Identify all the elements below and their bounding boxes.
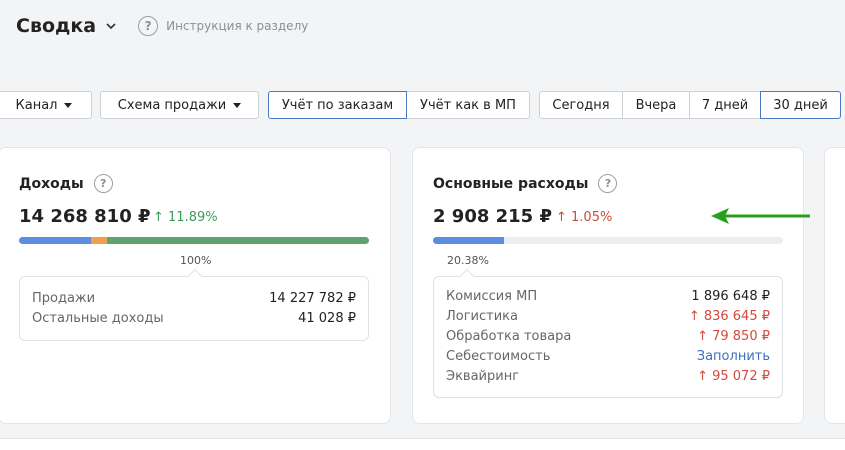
page-header: Сводка ? Инструкция к разделу: [0, 0, 845, 52]
income-percent: 100%: [180, 254, 212, 267]
row-label: Остальные доходы: [32, 311, 164, 326]
caret-down-icon: [233, 102, 242, 108]
row-value: ↑ 95 072 ₽: [697, 369, 770, 384]
breakdown-row: Себестоимость Заполнить: [434, 347, 782, 367]
period-30-days-label: 30 дней: [773, 97, 828, 113]
income-title: Доходы ?: [19, 174, 113, 193]
breakdown-row: Остальные доходы 41 028 ₽: [20, 309, 368, 329]
breakdown-row: Комиссия МП 1 896 648 ₽: [434, 287, 782, 307]
period-today-button[interactable]: Сегодня: [539, 91, 623, 119]
row-label: Обработка товара: [446, 329, 572, 344]
breakdown-row: Обработка товара ↑ 79 850 ₽: [434, 327, 782, 347]
expenses-progress-bar: [433, 237, 783, 244]
breakdown-notch: [187, 268, 203, 284]
row-value: ↑ 79 850 ₽: [697, 329, 770, 344]
period-7-days-button[interactable]: 7 дней: [689, 91, 761, 119]
sale-scheme-dropdown-label: Схема продажи: [117, 97, 227, 113]
income-bar-segment: [19, 237, 91, 244]
accounting-as-mp-button[interactable]: Учёт как в МП: [406, 91, 530, 119]
breakdown-row: Продажи 14 227 782 ₽: [20, 289, 368, 309]
expenses-title-text: Основные расходы: [433, 175, 589, 192]
expenses-breakdown: Комиссия МП 1 896 648 ₽ Логистика ↑ 836 …: [433, 268, 783, 398]
breakdown-notch: [459, 268, 475, 284]
row-label: Себестоимость: [446, 349, 551, 364]
breakdown-row: Логистика ↑ 836 645 ₽: [434, 307, 782, 327]
expenses-delta: ↑ 1.05%: [556, 210, 613, 225]
chevron-down-icon[interactable]: [104, 19, 118, 33]
period-yesterday-label: Вчера: [635, 97, 677, 113]
period-today-label: Сегодня: [552, 97, 610, 113]
help-icon[interactable]: ?: [93, 174, 113, 193]
next-section-partial: [0, 438, 845, 450]
channel-dropdown-label: Канал: [15, 97, 58, 113]
income-progress-bar: [19, 237, 369, 244]
expenses-percent: 20.38%: [447, 254, 489, 267]
help-icon[interactable]: ?: [138, 16, 159, 36]
period-7-days-label: 7 дней: [701, 97, 749, 113]
expenses-card: Основные расходы ? 2 908 215 ₽ ↑ 1.05% 2…: [412, 147, 804, 424]
row-label: Эквайринг: [446, 369, 520, 384]
expenses-progress-fill: [433, 237, 505, 244]
income-bar-segment: [90, 237, 107, 244]
income-card: Доходы ? 14 268 810 ₽ ↑ 11.89% 100% Прод…: [0, 147, 391, 424]
sale-scheme-dropdown[interactable]: Схема продажи: [100, 91, 259, 119]
period-yesterday-button[interactable]: Вчера: [622, 91, 690, 119]
income-breakdown: Продажи 14 227 782 ₽ Остальные доходы 41…: [19, 268, 369, 341]
row-value: 14 227 782 ₽: [269, 291, 356, 306]
annotation-arrow-icon: [711, 208, 810, 224]
row-value: 41 028 ₽: [298, 311, 356, 326]
income-delta: ↑ 11.89%: [153, 210, 218, 225]
fill-cost-link[interactable]: Заполнить: [696, 349, 770, 364]
help-icon[interactable]: ?: [598, 174, 618, 193]
accounting-as-mp-label: Учёт как в МП: [420, 97, 516, 113]
next-card-partial: [824, 147, 845, 424]
accounting-by-orders-button[interactable]: Учёт по заказам: [268, 91, 407, 119]
caret-down-icon: [64, 102, 73, 108]
row-value: ↑ 836 645 ₽: [688, 309, 770, 324]
page-title: Сводка: [16, 15, 97, 37]
income-title-text: Доходы: [19, 175, 84, 192]
channel-dropdown[interactable]: Канал: [0, 91, 92, 119]
accounting-by-orders-label: Учёт по заказам: [281, 97, 394, 113]
income-bar-segment: [106, 237, 369, 244]
period-30-days-button[interactable]: 30 дней: [760, 91, 841, 119]
income-amount: 14 268 810 ₽: [19, 206, 151, 227]
section-instructions-link[interactable]: Инструкция к разделу: [166, 19, 309, 33]
expenses-title: Основные расходы ?: [433, 174, 618, 193]
row-label: Логистика: [446, 309, 518, 324]
expenses-amount: 2 908 215 ₽: [433, 206, 552, 227]
breakdown-row: Эквайринг ↑ 95 072 ₽: [434, 367, 782, 387]
row-value: 1 896 648 ₽: [691, 289, 770, 304]
row-label: Продажи: [32, 291, 96, 306]
row-label: Комиссия МП: [446, 289, 538, 304]
